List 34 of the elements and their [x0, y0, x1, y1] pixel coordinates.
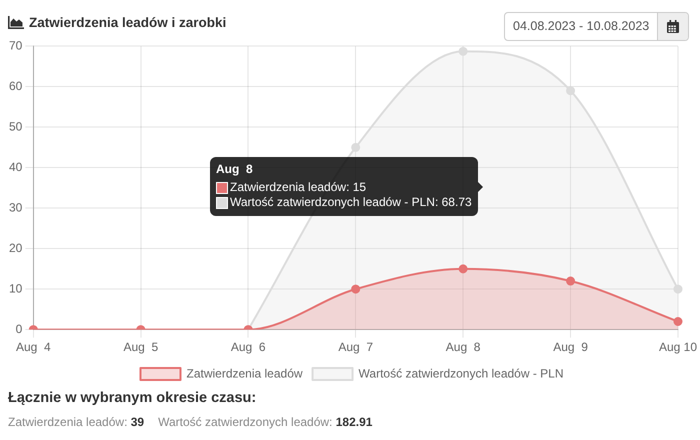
point — [673, 284, 682, 294]
point — [458, 46, 468, 56]
x-tick-label: Aug 9 — [553, 340, 588, 354]
date-range-field: 04.08.2023 - 10.08.2023 — [504, 12, 690, 41]
x-tick-label: Aug 8 — [446, 340, 481, 354]
y-tick-label: 0 — [16, 322, 23, 336]
y-tick-label: 70 — [8, 38, 23, 53]
point — [351, 142, 360, 152]
text: Łącznie w wybranym okresie czasu: — [8, 390, 256, 406]
x-tick-label: Aug 5 — [123, 340, 158, 354]
legend-label: Zatwierdzenia leadów — [186, 366, 303, 380]
tooltip: Aug 8 Zatwierdzenia leadów: 15 Wartość zatwierdzonych leadów - PLN: 68.73 — [210, 157, 483, 216]
y-tick-label: 40 — [8, 160, 23, 174]
text: Wartość zatwierdzonych leadów: — [158, 415, 332, 429]
point — [566, 86, 576, 96]
x-tick-label: Aug 10 — [658, 340, 698, 354]
annotation: Aug 8 Zatwierdzenia leadów: 15 Wartość zatwierdzonych leadów - PLN: 68.73 — [216, 162, 472, 210]
y-tick-label: 10 — [8, 281, 23, 296]
chart-title: Zatwierdzenia leadów i zarobki — [29, 14, 226, 30]
x-tick-label: Aug 6 — [230, 340, 266, 354]
text: Zatwierdzenia leadów: — [8, 415, 128, 429]
y-tick-label: 60 — [8, 79, 23, 93]
y-tick-label: 20 — [8, 240, 23, 255]
point — [566, 276, 576, 286]
x-tick-label: Aug 7 — [338, 340, 374, 354]
point — [673, 317, 682, 326]
x-tick-label: Aug 4 — [16, 340, 52, 354]
legend-label: Wartość zatwierdzonych leadów - PLN — [358, 366, 564, 380]
text: 39 — [130, 415, 144, 429]
y-tick-label: 30 — [8, 200, 23, 214]
point — [458, 264, 468, 274]
point — [351, 284, 360, 294]
y-tick-label: 50 — [8, 119, 23, 134]
text: 182.91 — [336, 415, 372, 429]
